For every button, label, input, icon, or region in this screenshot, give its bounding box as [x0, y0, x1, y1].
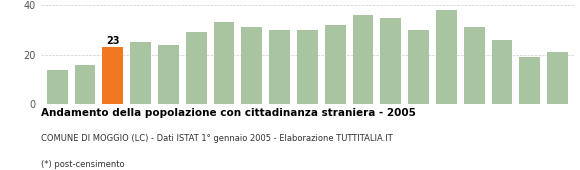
Bar	[491, 40, 512, 105]
Bar	[519, 57, 540, 105]
Text: 23: 23	[106, 36, 119, 46]
Bar	[130, 42, 151, 105]
Bar	[353, 15, 374, 105]
Bar	[186, 32, 206, 105]
Bar	[547, 52, 568, 105]
Text: (*) post-censimento: (*) post-censimento	[41, 160, 124, 169]
Text: Andamento della popolazione con cittadinanza straniera - 2005: Andamento della popolazione con cittadin…	[41, 108, 415, 118]
Bar	[408, 30, 429, 105]
Bar	[158, 45, 179, 105]
Bar	[241, 28, 262, 105]
Bar	[103, 47, 124, 105]
Bar	[325, 25, 346, 105]
Bar	[269, 30, 290, 105]
Bar	[380, 18, 401, 105]
Bar	[464, 28, 484, 105]
Bar	[75, 65, 96, 105]
Bar	[213, 22, 234, 105]
Bar	[47, 70, 68, 105]
Bar	[297, 30, 318, 105]
Bar	[436, 10, 457, 105]
Text: COMUNE DI MOGGIO (LC) - Dati ISTAT 1° gennaio 2005 - Elaborazione TUTTITALIA.IT: COMUNE DI MOGGIO (LC) - Dati ISTAT 1° ge…	[41, 134, 392, 143]
